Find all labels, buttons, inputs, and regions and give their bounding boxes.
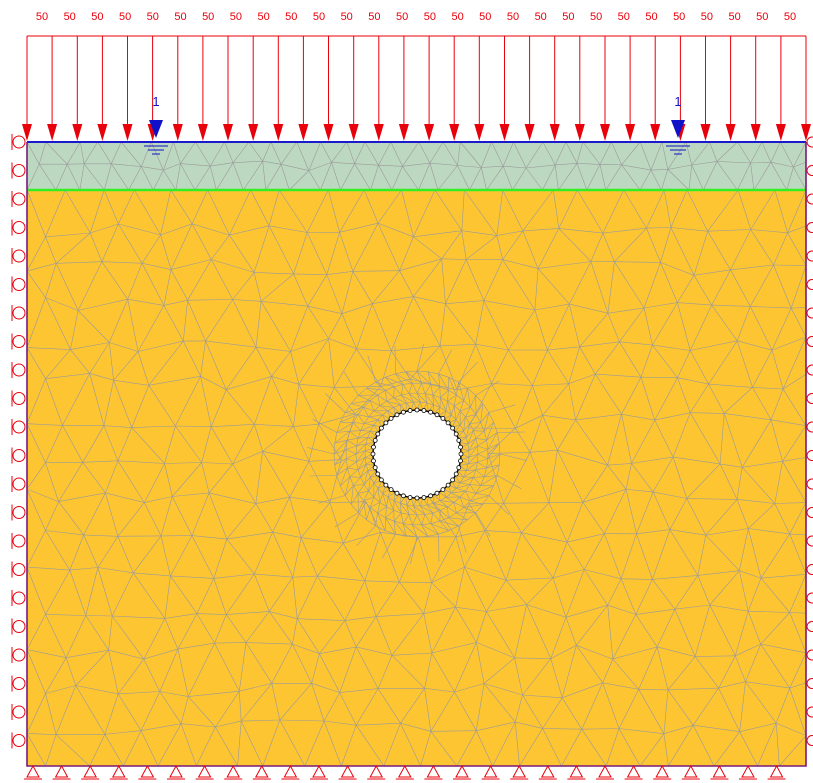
load-value-label: 50 xyxy=(424,11,436,23)
load-value-label: 50 xyxy=(507,11,519,23)
load-value-label: 50 xyxy=(645,11,657,23)
load-value-label: 50 xyxy=(257,11,269,23)
load-arrows xyxy=(22,36,811,141)
distributed-load[interactable]: 50 50 50 50 50 50 50 50 50 50 50 50 50 50 50 50 50 50 50 50… xyxy=(22,11,811,141)
load-value-label: 50 xyxy=(341,11,353,23)
load-value-label: 50 xyxy=(479,11,491,23)
bottom-pin-supports xyxy=(24,764,786,780)
load-value-label: 50 xyxy=(64,11,76,23)
water-table-label: 1 xyxy=(152,94,159,109)
tunnel-lining-nodes xyxy=(370,407,464,501)
left-roller-supports xyxy=(11,134,26,749)
tunnel[interactable] xyxy=(370,407,464,501)
load-value-label: 50 xyxy=(535,11,547,23)
boundaries xyxy=(26,141,807,767)
load-labels: 50 50 50 50 50 50 50 50 50 50 50 50 50 50 50 50 50 50 50 50… xyxy=(36,11,796,23)
load-value-label: 50 xyxy=(147,11,159,23)
water-table-label: 1 xyxy=(674,94,681,109)
top-soil-layer[interactable] xyxy=(27,142,806,190)
load-value-label: 50 xyxy=(202,11,214,23)
water-table-marker[interactable]: 1 xyxy=(144,94,168,155)
load-value-label: 50 xyxy=(368,11,380,23)
load-value-label: 50 xyxy=(673,11,685,23)
water-table-marker[interactable]: 1 xyxy=(666,94,690,155)
load-value-label: 50 xyxy=(784,11,796,23)
load-value-label: 50 xyxy=(590,11,602,23)
load-value-label: 50 xyxy=(728,11,740,23)
load-value-label: 50 xyxy=(756,11,768,23)
load-value-label: 50 xyxy=(618,11,630,23)
load-value-label: 50 xyxy=(119,11,131,23)
load-value-label: 50 xyxy=(36,11,48,23)
load-value-label: 50 xyxy=(701,11,713,23)
load-value-label: 50 xyxy=(562,11,574,23)
load-value-label: 50 xyxy=(230,11,242,23)
load-value-label: 50 xyxy=(313,11,325,23)
load-value-label: 50 xyxy=(285,11,297,23)
model-boundary-outline[interactable] xyxy=(26,142,807,767)
right-roller-supports xyxy=(806,136,813,746)
load-value-label: 50 xyxy=(451,11,463,23)
load-value-label: 50 xyxy=(396,11,408,23)
load-value-label: 50 xyxy=(91,11,103,23)
load-value-label: 50 xyxy=(174,11,186,23)
